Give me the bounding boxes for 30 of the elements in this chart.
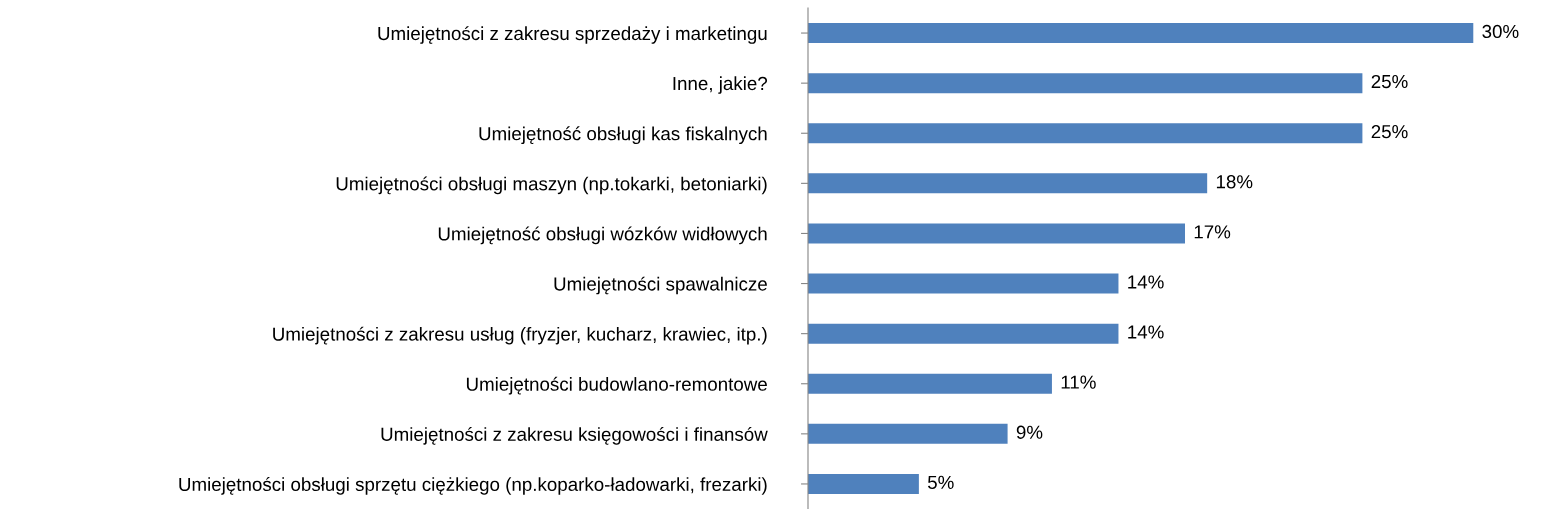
y-tick-label: Umiejętności z zakresu sprzedaży i marketingu: [378, 26, 767, 44]
bar: [808, 173, 1208, 194]
y-tick-label: Umiejętności z zakresu księgowości i finansów: [381, 426, 768, 445]
data-label: 25%: [1371, 125, 1408, 139]
data-label: 11%: [1061, 375, 1096, 389]
bar: [808, 223, 1185, 244]
bar: [808, 473, 919, 494]
y-tick-label: Umiejętności obsługi sprzętu ciężkiego (np.koparko-ładowarki, frezarki): [179, 477, 767, 495]
bar: [808, 373, 1052, 394]
data-label: 14%: [1128, 275, 1164, 289]
data-label: 18%: [1216, 175, 1253, 189]
bar: [808, 123, 1363, 144]
data-label: 17%: [1194, 225, 1231, 239]
bar: [808, 23, 1474, 44]
bar: [808, 423, 1008, 444]
y-tick-label: Inne, jakie?: [673, 76, 768, 94]
y-tick-label: Umiejętności budowlano-remontowe: [466, 376, 767, 395]
bar: [808, 323, 1119, 344]
bar: [808, 73, 1363, 94]
y-tick-label: Umiejętności z zakresu usług (fryzjer, kucharz, krawiec, itp.): [273, 326, 767, 345]
bar: [808, 273, 1119, 294]
y-tick-label: Umiejętność obsługi wózków widłowych: [438, 226, 767, 245]
data-label: 30%: [1482, 24, 1519, 39]
data-label: 9%: [1016, 425, 1043, 439]
y-tick-label: Umiejętności spawalnicze: [554, 276, 767, 295]
y-tick-label: Umiejętność obsługi kas fiskalnych: [479, 126, 767, 145]
y-tick-label: Umiejętności obsługi maszyn (np.tokarki, betoniarki): [336, 176, 767, 195]
data-label: 14%: [1128, 325, 1164, 339]
data-label: 5%: [927, 475, 954, 489]
data-label: 25%: [1371, 74, 1408, 89]
